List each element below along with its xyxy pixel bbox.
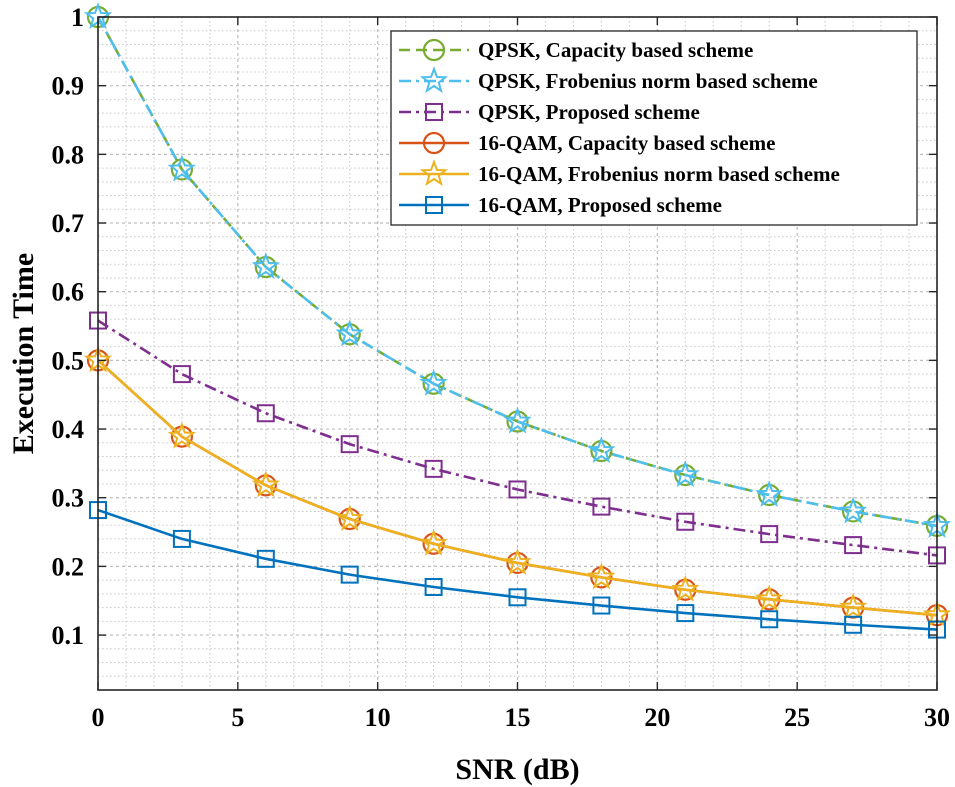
legend: QPSK, Capacity based scheme QPSK, Frobeni…	[390, 30, 918, 226]
series-3-point	[424, 459, 443, 478]
series-2-point	[419, 368, 448, 396]
series-3-point	[508, 480, 527, 499]
series-6-point	[256, 549, 275, 568]
series-5-point	[503, 548, 532, 575]
legend-marker-4	[422, 131, 446, 155]
series-3	[89, 311, 946, 565]
series-6-point	[844, 615, 863, 634]
series-2-point	[503, 406, 532, 434]
series-6-point	[592, 596, 611, 615]
series-2-point	[167, 154, 197, 182]
y-axis-label: Execution Time	[7, 253, 40, 454]
y-tick-label: 0.3	[52, 484, 85, 513]
series-2-point	[251, 252, 280, 280]
x-axis-label: SNR (dB)	[455, 753, 579, 786]
series-2-point	[335, 319, 364, 347]
x-tick-label: 30	[924, 703, 950, 732]
legend-label-4: 16-QAM, Capacity based scheme	[478, 131, 775, 155]
legend-label-6: 16-QAM, Proposed scheme	[478, 193, 722, 217]
series-6	[89, 501, 946, 639]
series-3-point	[172, 365, 191, 384]
series-2	[83, 2, 952, 538]
series-3-point	[340, 435, 359, 454]
series-3-point	[844, 536, 863, 555]
series-5-point	[838, 592, 868, 620]
legend-box	[390, 30, 918, 226]
legend-label-2: QPSK, Frobenius norm based scheme	[478, 69, 818, 93]
series-2-point	[587, 436, 616, 464]
legend-marker-1	[422, 38, 446, 62]
y-tick-label: 0.2	[52, 552, 85, 581]
series-6-point	[508, 588, 527, 607]
series-5-point	[251, 470, 280, 498]
series-2-line	[96, 16, 938, 528]
y-tick-label: 1	[71, 3, 84, 32]
series-6-point	[424, 577, 443, 596]
series-6-point	[760, 610, 779, 629]
legend-marker-3	[425, 103, 443, 121]
series-3-point	[760, 525, 779, 544]
y-tick-label: 0.8	[52, 140, 85, 169]
x-tick-label: 25	[784, 703, 810, 732]
series-3-point	[676, 512, 695, 531]
y-tick-label: 0.7	[52, 209, 85, 238]
series-5-point	[587, 562, 616, 590]
series-5-point	[335, 504, 364, 532]
y-tick-label: 0.5	[52, 346, 85, 375]
series-2-point	[838, 496, 868, 524]
x-tick-label: 10	[365, 703, 391, 732]
series-6-line	[97, 508, 938, 631]
x-tick-label: 5	[231, 703, 244, 732]
series-5-point	[167, 421, 197, 449]
series-5-point	[671, 574, 700, 602]
series-5-point	[419, 528, 448, 556]
series-3-line	[97, 319, 938, 557]
x-tick-label: 0	[92, 703, 105, 732]
y-tick-label: 0.1	[52, 621, 85, 650]
legend-label-5: 16-QAM, Frobenius norm based scheme	[478, 162, 840, 186]
y-tick-label: 0.4	[52, 415, 85, 444]
y-tick-label: 0.9	[52, 72, 85, 101]
ticks: 0 5 10 15 20 25 30 0.1 0.2 0.3 0.4 0.5 0.6 0.7 0.8 0.9 1	[52, 3, 951, 732]
legend-label-1: QPSK, Capacity based scheme	[478, 38, 753, 62]
series-2-point	[671, 460, 700, 488]
legend-marker-6	[425, 196, 443, 214]
series-5-line	[97, 359, 938, 617]
series-5-point	[755, 584, 784, 612]
series-2-point	[755, 480, 784, 508]
legend-marker-2	[419, 66, 449, 94]
x-tick-label: 20	[644, 703, 670, 732]
series-5	[83, 345, 952, 628]
x-tick-label: 15	[505, 703, 531, 732]
series-6-point	[676, 604, 695, 623]
series-layer	[83, 2, 952, 639]
series-3-point	[256, 404, 275, 423]
series-6-point	[340, 565, 359, 584]
series-6-point	[172, 529, 191, 548]
series-3-point	[592, 497, 611, 516]
y-tick-label: 0.6	[52, 278, 85, 307]
legend-label-3: QPSK, Proposed scheme	[478, 100, 700, 124]
legend-marker-5	[419, 159, 449, 187]
